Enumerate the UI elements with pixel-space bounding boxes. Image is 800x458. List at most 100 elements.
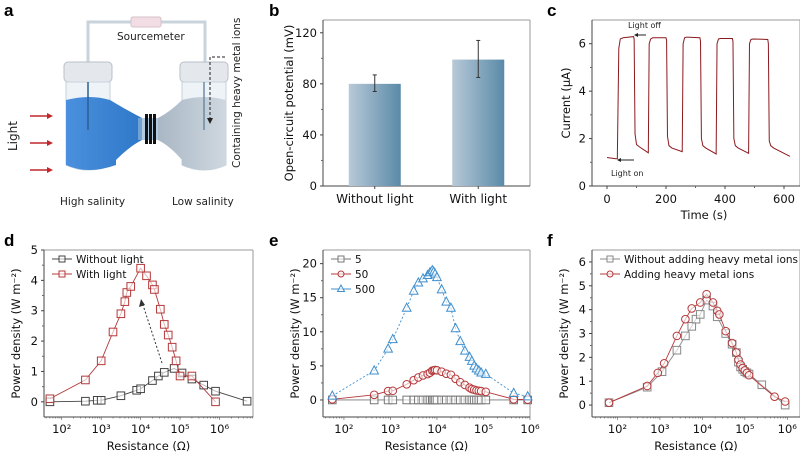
data-point-series-1 [727,338,737,348]
data-point-series-1 [653,368,663,378]
data-point-series-1 [702,289,711,299]
data-point-series-1 [402,379,412,389]
data-point-series-0 [681,331,690,341]
y-axis-label: Power density (W m⁻²) [288,268,302,398]
panel-letter-c: c [547,1,556,20]
data-point-series-1 [81,375,90,385]
x-tick-label: 10⁵ [170,422,190,436]
data-point-series-2 [382,342,394,353]
wire [86,20,207,68]
data-point-series-2 [387,333,398,344]
legend-marker [337,255,345,263]
data-point-series-2 [480,368,491,378]
data-point-series-1 [120,297,130,306]
legend-label: With light [76,269,126,281]
data-point-series-0 [672,345,682,355]
data-point-series-1 [96,356,106,366]
x-tick-label: 10³ [92,422,112,436]
sourcemeter-label: Sourcemeter [117,31,185,43]
legend-marker [606,270,614,278]
x-tick-label: 10³ [650,422,670,436]
legend-marker [58,255,66,263]
x-tick-label: 200 [655,192,677,206]
data-point-series-1 [721,326,731,336]
high-salinity-label: High salinity [60,196,125,208]
data-point-series-1 [171,356,181,366]
data-point-series-1 [45,394,55,404]
high-salinity-liquid [66,97,142,170]
y-tick-label: 120 [295,26,317,40]
bar [348,83,401,186]
legend-marker [337,270,345,278]
y-tick-label: 6 [579,255,586,269]
light-on-arrowhead [617,158,621,162]
x-tick-label: 10⁵ [474,422,494,436]
data-point-series-2 [441,295,452,306]
x-tick-label: Without light [336,192,414,206]
y-tick-label: 5 [579,279,586,293]
low-salinity-liquid [158,97,226,170]
data-point-series-2 [327,390,338,400]
legend-marker [58,270,66,278]
data-point-series-1 [211,397,220,407]
heavy-metal-dashed-arrow [209,56,225,120]
data-point-series-0 [159,368,169,377]
y-tick-label: 0 [31,395,38,409]
data-point-series-1 [136,263,145,273]
legend-label: 5 [355,254,362,266]
panel-letter-b: b [269,1,279,20]
legend-label: Without light [76,254,144,266]
y-tick-label: 0 [579,398,586,412]
sourcemeter-box [130,16,162,28]
x-tick-label: 600 [773,192,795,206]
data-point-series-2 [408,285,419,295]
data-point-series-0 [402,395,412,405]
y-tick-label: 4 [579,84,586,98]
x-tick-label: 10⁶ [520,422,540,436]
shift-arrow [142,304,163,364]
data-point-series-2 [401,302,412,312]
current-trace [606,36,791,160]
legend-marker [336,283,346,292]
data-point-series-1 [708,298,718,307]
shift-arrowhead [139,299,145,307]
y-tick-label: 5 [31,243,38,257]
x-tick-label: 10² [52,422,71,436]
y-tick-label: 3 [579,327,586,341]
chart-c-current-time: 0 2 4 6 Current (μA) 0 200 400 600 Time (s) Light … [559,19,800,222]
right-cap [179,61,229,83]
panel-letter-f: f [547,231,553,250]
data-point-series-1 [659,359,669,368]
y-tick-label: 3 [31,304,38,318]
x-tick-label: 400 [714,192,736,206]
chart-f-power-density-heavy-metal: 0 1 2 3 4 5 6 Power density (W m⁻²) 10² 10³ 10⁴ 10⁵… [557,249,800,453]
series-line-0 [49,367,248,403]
data-point-series-2 [369,364,380,375]
y-tick-label: 1 [31,364,38,378]
legend-marker [606,255,614,263]
data-point-series-1 [126,282,136,291]
data-point-series-0 [136,384,145,394]
data-point-series-0 [116,391,126,401]
data-point-series-2 [450,322,461,333]
y-axis-label: Power density (W m⁻²) [9,268,23,398]
x-tick-label: With light [449,192,507,206]
data-point-series-2 [436,283,447,294]
legend-label: 50 [355,269,368,281]
x-tick-label: 10⁶ [778,422,798,436]
data-point-series-1 [695,298,705,307]
light-off-arrowhead [634,33,638,37]
y-axis-label: Power density (W m⁻²) [557,268,571,398]
panel-letter-d: d [4,231,14,250]
light-arrows [30,113,53,173]
membrane [145,114,156,144]
data-point-series-1 [642,381,652,391]
data-point-series-1 [108,327,118,337]
y-tick-label: 4 [579,303,586,317]
x-tick-label: 10⁴ [427,422,447,436]
data-point-series-1 [150,285,159,294]
data-point-series-1 [715,310,724,319]
data-point-series-2 [445,302,457,312]
